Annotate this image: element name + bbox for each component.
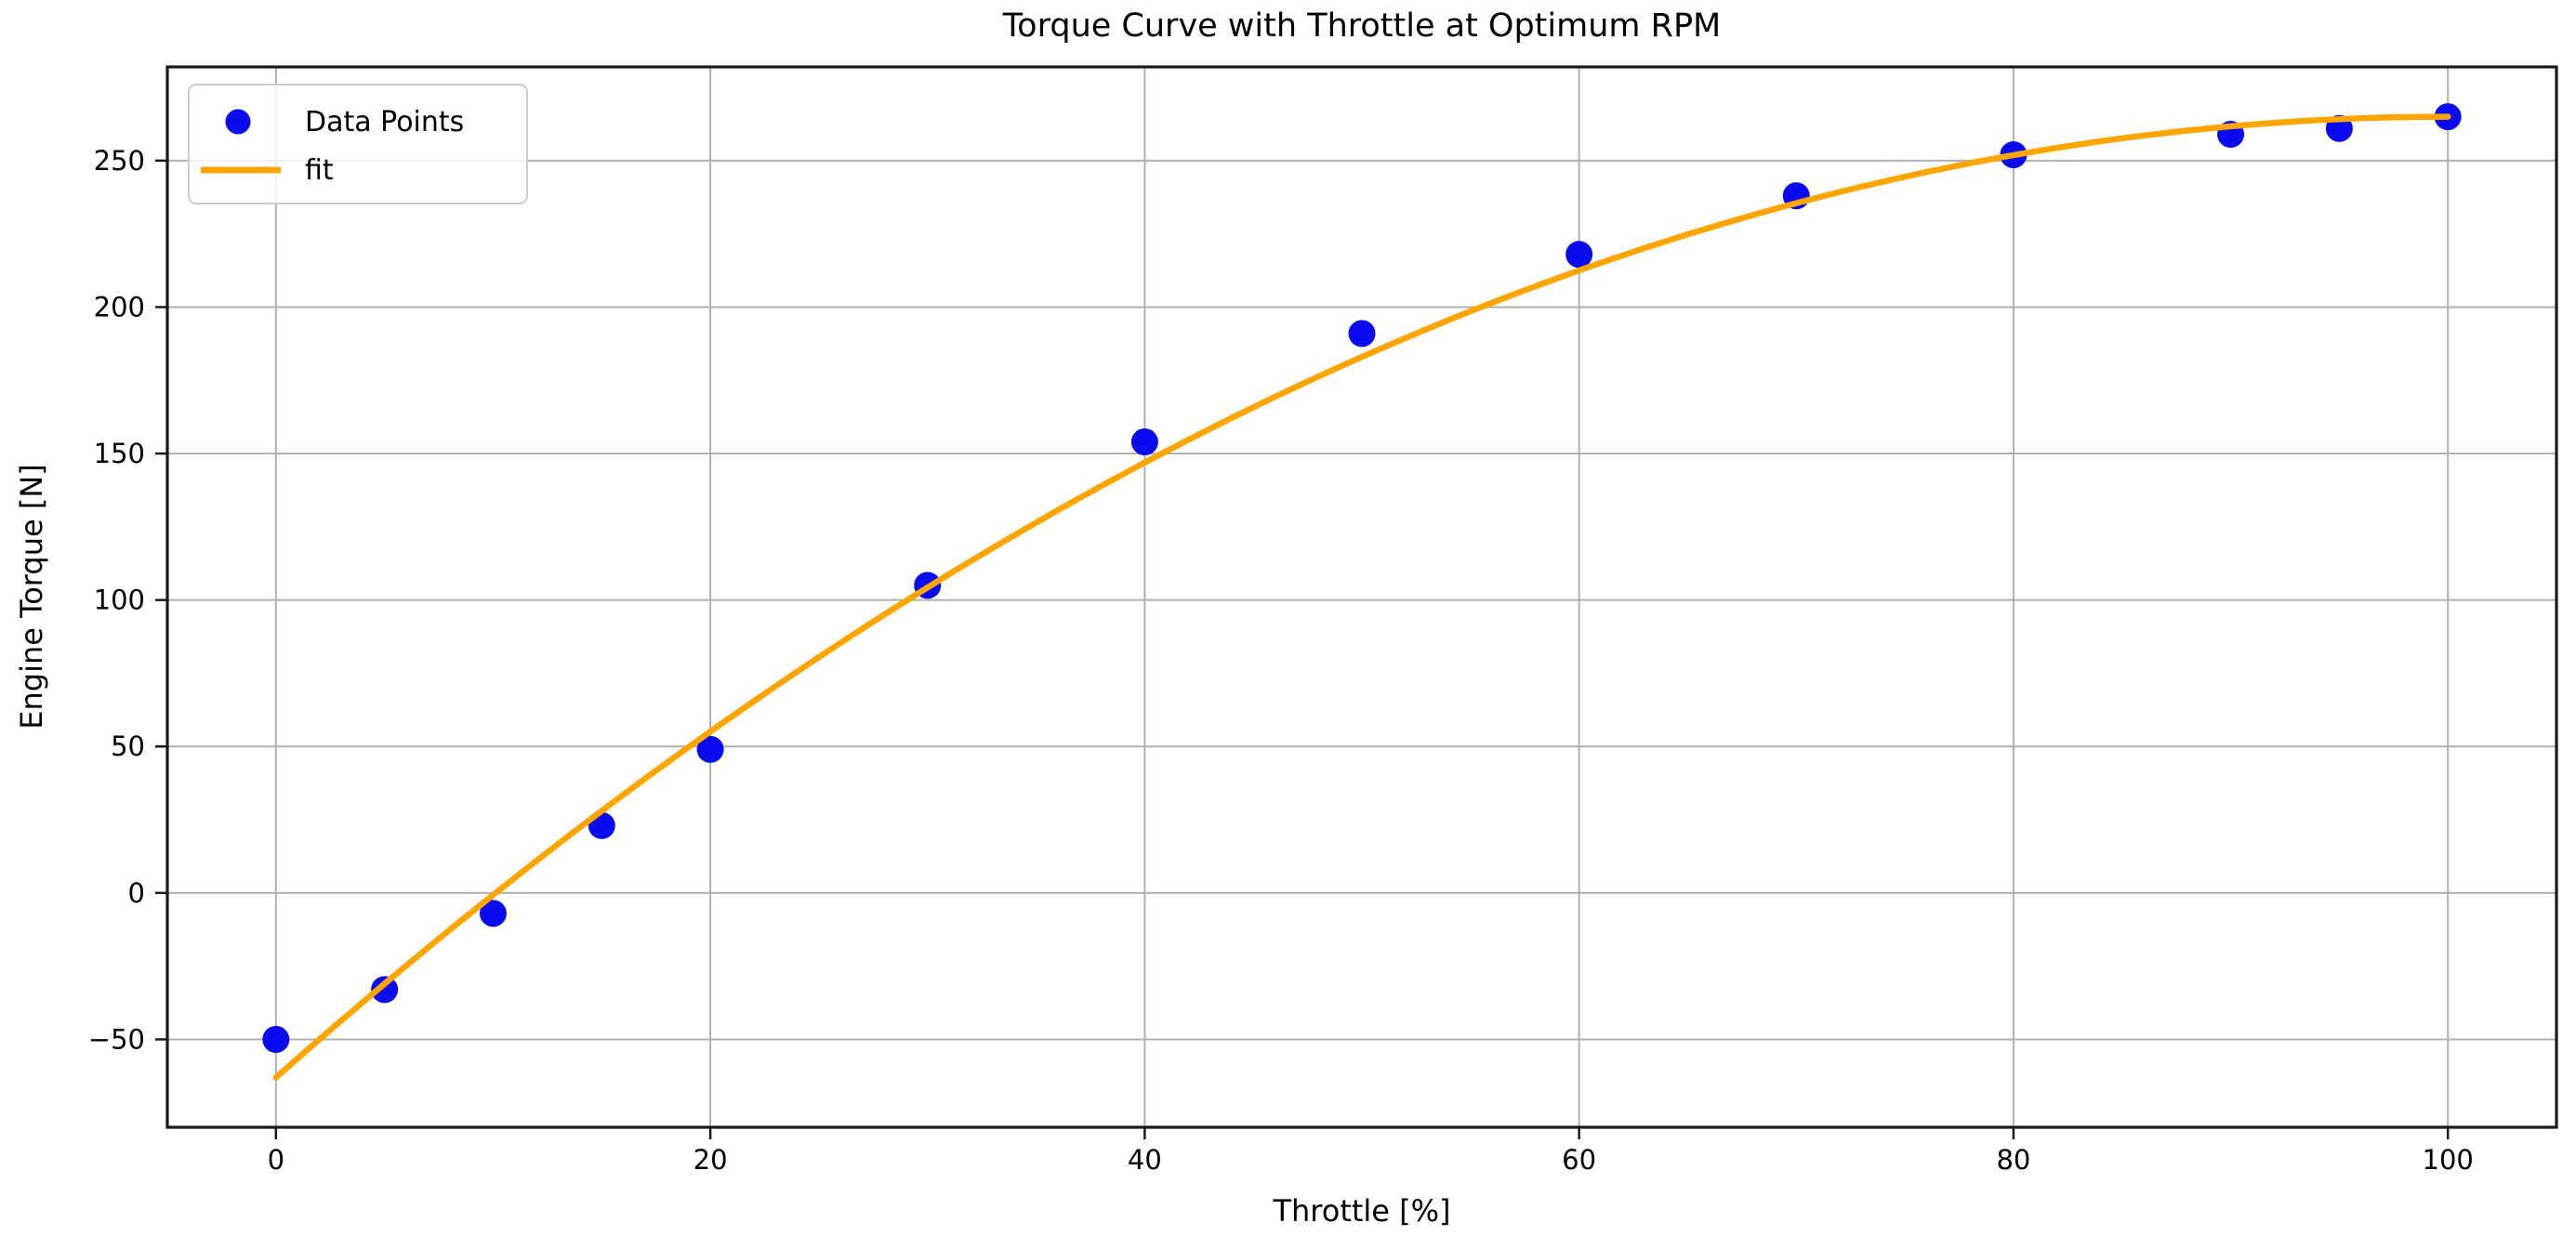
plot-frame	[165, 65, 2558, 1129]
data-point	[696, 735, 724, 763]
chart-title: Torque Curve with Throttle at Optimum RP…	[1002, 7, 1722, 45]
data-point	[262, 1025, 290, 1053]
x-tick-label: 20	[694, 1144, 728, 1176]
y-tick-label: 50	[111, 730, 145, 762]
x-axis-label: Throttle [%]	[1273, 1193, 1451, 1229]
y-tick-label: −50	[88, 1023, 145, 1055]
y-tick-label: 250	[94, 145, 145, 177]
data-point	[371, 976, 399, 1004]
y-tick-label: 200	[94, 291, 145, 322]
data-point	[1348, 320, 1376, 348]
x-tick-label: 40	[1128, 1144, 1162, 1176]
legend-label-data-points: Data Points	[305, 106, 464, 138]
x-tick-label: 60	[1562, 1144, 1596, 1176]
data-point	[479, 900, 507, 927]
legend-label-fit: fit	[305, 154, 334, 187]
data-point	[1130, 427, 1158, 455]
x-tick-label: 0	[268, 1144, 284, 1176]
fit-line	[272, 113, 2451, 1081]
x-tick-label: 100	[2423, 1144, 2474, 1176]
legend-box	[188, 84, 528, 204]
y-tick-label: 0	[128, 877, 145, 909]
y-tick-label: 150	[94, 438, 145, 469]
x-tick-label: 80	[1996, 1144, 2030, 1176]
y-tick-label: 100	[94, 585, 145, 616]
data-point	[1565, 241, 1593, 269]
y-axis-label: Engine Torque [N]	[14, 464, 49, 730]
legend-marker-icon	[225, 109, 251, 135]
